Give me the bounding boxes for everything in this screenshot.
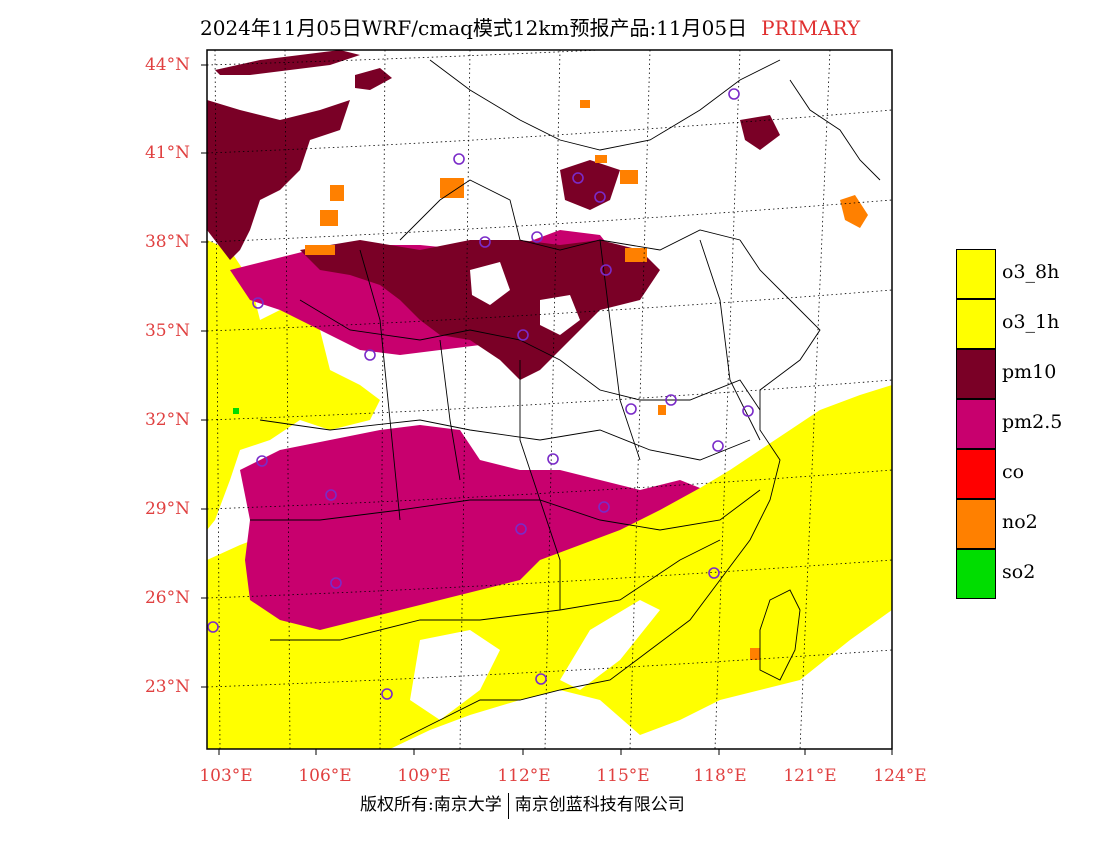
pm25-region-south bbox=[240, 425, 700, 630]
legend-label: pm2.5 bbox=[1002, 411, 1063, 433]
lat-label-32n: 32°N bbox=[144, 410, 190, 430]
legend-label: no2 bbox=[1002, 511, 1038, 533]
lon-label-106e: 106°E bbox=[298, 766, 352, 786]
copyright-footer: 版权所有:南京大学 南京创蓝科技有限公司 bbox=[360, 790, 685, 819]
lat-label-44n: 44°N bbox=[144, 55, 190, 75]
copyright-owner: 版权所有:南京大学 bbox=[360, 795, 502, 815]
lon-label-109e: 109°E bbox=[397, 766, 451, 786]
legend-label: pm10 bbox=[1002, 361, 1057, 383]
lat-label-26n: 26°N bbox=[144, 588, 190, 608]
legend-swatch bbox=[956, 399, 996, 449]
pm10-region-central bbox=[300, 240, 660, 380]
lon-label-112e: 112°E bbox=[497, 766, 551, 786]
title-tag: PRIMARY bbox=[761, 16, 861, 40]
lon-label-115e: 115°E bbox=[596, 766, 650, 786]
legend-label: o3_1h bbox=[1002, 311, 1060, 333]
legend-label: co bbox=[1002, 461, 1025, 483]
legend-swatch bbox=[956, 249, 996, 299]
legend-swatch bbox=[956, 449, 996, 499]
lon-label-118e: 118°E bbox=[693, 766, 747, 786]
o3-region-west bbox=[207, 240, 380, 530]
legend-swatch bbox=[956, 499, 996, 549]
legend-swatch bbox=[956, 349, 996, 399]
lon-label-121e: 121°E bbox=[783, 766, 837, 786]
copyright-company: 南京创蓝科技有限公司 bbox=[514, 795, 685, 815]
lat-label-38n: 38°N bbox=[144, 232, 190, 252]
legend-label: so2 bbox=[1002, 561, 1036, 583]
o3-region-coast bbox=[640, 470, 892, 700]
legend-swatch bbox=[956, 549, 996, 599]
pm10-region-top bbox=[215, 50, 360, 75]
lon-label-103e: 103°E bbox=[199, 766, 253, 786]
title-text: 2024年11月05日WRF/cmaq模式12km预报产品:11月05日 bbox=[200, 16, 748, 40]
pm10-region-northwest bbox=[207, 100, 350, 260]
lat-label-41n: 41°N bbox=[144, 143, 190, 163]
lat-label-35n: 35°N bbox=[144, 321, 190, 341]
legend-swatch bbox=[956, 299, 996, 349]
footer-divider bbox=[507, 792, 509, 819]
lat-label-23n: 23°N bbox=[144, 677, 190, 697]
lat-label-29n: 29°N bbox=[144, 499, 190, 519]
map-title: 2024年11月05日WRF/cmaq模式12km预报产品:11月05日 PRIM… bbox=[200, 12, 860, 41]
lon-label-124e: 124°E bbox=[873, 766, 927, 786]
legend-label: o3_8h bbox=[1002, 261, 1060, 283]
